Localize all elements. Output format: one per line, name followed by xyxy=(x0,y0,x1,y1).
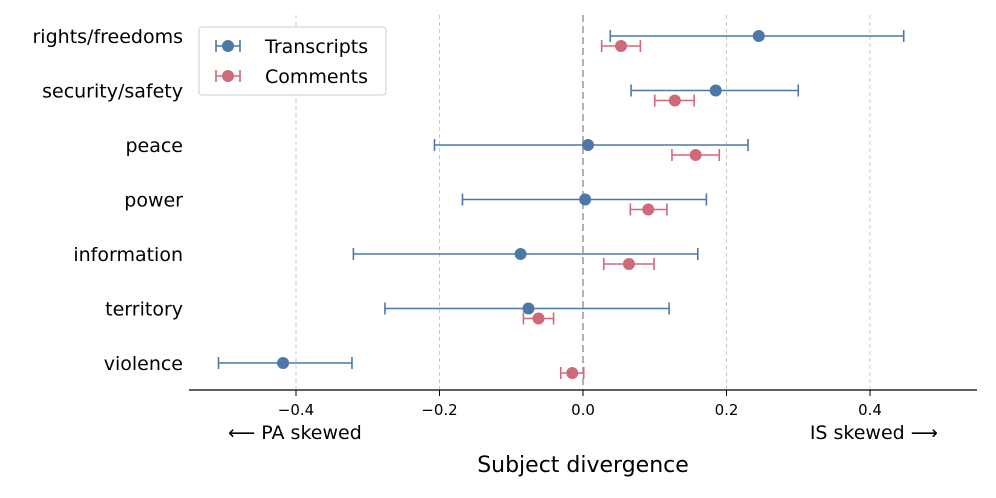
pa-skewed-label: ⟵ PA skewed xyxy=(228,422,362,444)
category-label: security/safety xyxy=(42,81,183,103)
data-point xyxy=(622,258,635,270)
category-label: information xyxy=(73,244,183,266)
data-marks xyxy=(217,30,905,379)
data-point xyxy=(752,30,765,42)
category-label: peace xyxy=(125,135,183,157)
data-point xyxy=(642,203,655,216)
data-point xyxy=(532,312,545,325)
legend-marker-dot xyxy=(222,70,234,82)
legend-label: Transcripts xyxy=(264,36,368,58)
data-point xyxy=(579,193,592,206)
category-label: power xyxy=(124,190,183,212)
x-tick-label: 0.2 xyxy=(715,401,739,419)
data-point xyxy=(582,139,595,151)
is-skewed-label: IS skewed ⟶ xyxy=(810,422,938,444)
data-point xyxy=(668,94,681,107)
x-tick-label: 0.0 xyxy=(571,401,595,419)
data-point xyxy=(615,40,628,52)
legend-label: Comments xyxy=(265,66,368,88)
x-tick-label: 0.4 xyxy=(858,401,882,419)
category-label: territory xyxy=(105,299,183,321)
category-labels: rights/freedoms security/safety peace power… xyxy=(33,26,184,375)
data-point xyxy=(522,302,535,315)
series-transcripts xyxy=(217,30,905,369)
data-point xyxy=(514,248,527,260)
legend-frame xyxy=(198,26,387,96)
category-label: rights/freedoms xyxy=(33,26,184,48)
data-point xyxy=(277,357,290,369)
x-axis: −0.4 −0.2 0.0 0.2 0.4 xyxy=(189,389,977,419)
data-point xyxy=(709,84,722,97)
legend-marker-dot xyxy=(222,40,234,52)
series-comments xyxy=(522,40,721,379)
x-tick-label: −0.2 xyxy=(421,401,457,419)
data-point xyxy=(566,367,579,379)
x-tick-label: −0.4 xyxy=(278,401,314,419)
category-label: violence xyxy=(104,353,183,375)
data-point xyxy=(689,149,702,161)
legend: Transcripts Comments xyxy=(198,26,387,96)
x-axis-title: Subject divergence xyxy=(477,453,689,478)
